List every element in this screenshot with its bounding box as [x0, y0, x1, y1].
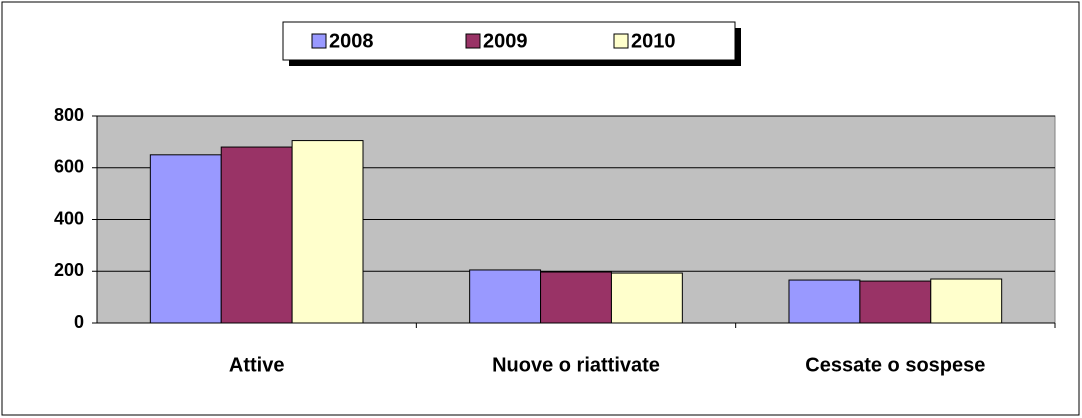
bar: [540, 271, 612, 324]
legend-label: 2008: [329, 30, 374, 52]
bar: [291, 140, 364, 324]
bar: [469, 269, 542, 324]
bar: [610, 272, 683, 324]
bar: [220, 146, 293, 324]
bar: [930, 278, 1003, 324]
y-tick-label: 400: [54, 208, 84, 228]
legend-label: 2010: [631, 30, 676, 52]
bar: [149, 154, 222, 324]
legend-swatch: [311, 33, 327, 49]
bar: [859, 280, 932, 324]
bar: [788, 279, 861, 324]
legend-box: [282, 21, 736, 61]
x-tick-label: Attive: [229, 354, 285, 376]
x-tick-label: Nuove o riattivate: [492, 354, 660, 376]
y-tick-label: 200: [54, 260, 84, 280]
y-tick-label: 800: [54, 105, 84, 125]
legend-swatch: [613, 33, 629, 49]
legend-swatch: [465, 33, 481, 49]
legend-label: 2009: [483, 30, 528, 52]
x-tick-label: Cessate o sospese: [805, 354, 985, 376]
y-tick-label: 0: [74, 312, 84, 332]
y-tick-label: 600: [54, 157, 84, 177]
